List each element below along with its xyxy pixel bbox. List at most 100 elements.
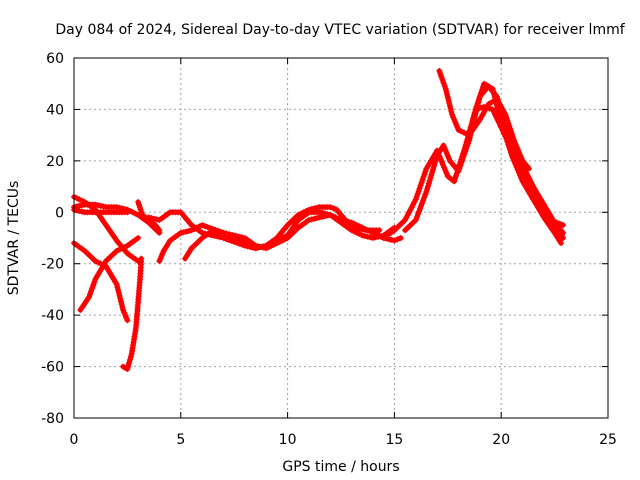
data-point xyxy=(412,217,419,223)
data-point xyxy=(407,206,414,213)
data-series xyxy=(71,67,567,373)
data-point xyxy=(138,255,145,262)
data-point xyxy=(425,180,432,187)
data-point xyxy=(129,209,136,216)
data-point xyxy=(475,99,482,106)
data-point xyxy=(406,209,413,216)
data-point xyxy=(415,188,422,194)
data-point xyxy=(476,96,483,103)
data-point xyxy=(356,231,363,238)
data-point xyxy=(511,137,517,144)
data-point xyxy=(124,317,131,324)
data-point xyxy=(442,85,449,92)
data-point xyxy=(327,211,334,218)
y-axis-label: SDTVAR / TECUs xyxy=(6,181,22,296)
data-point xyxy=(135,258,142,265)
x-tick-label: 15 xyxy=(385,432,403,448)
data-point xyxy=(504,138,511,145)
series-track-11 xyxy=(380,80,564,247)
data-point xyxy=(523,170,530,177)
data-point xyxy=(502,111,509,118)
data-point xyxy=(76,202,83,209)
data-point xyxy=(417,205,423,212)
data-point xyxy=(223,231,230,238)
data-point xyxy=(458,128,465,135)
data-point xyxy=(79,202,85,209)
data-point xyxy=(442,167,449,174)
data-point xyxy=(437,70,444,77)
data-point xyxy=(137,206,144,213)
data-point xyxy=(76,196,83,203)
plus-markers xyxy=(530,196,567,229)
data-point xyxy=(346,218,352,225)
data-point xyxy=(319,209,326,216)
data-point xyxy=(273,237,280,244)
data-point xyxy=(441,164,448,171)
plot-frame xyxy=(73,57,609,419)
data-point xyxy=(503,136,510,142)
data-point xyxy=(367,234,374,241)
plus-markers xyxy=(120,255,145,373)
data-point xyxy=(507,144,514,151)
data-point xyxy=(151,215,158,222)
data-point xyxy=(495,98,502,105)
data-point xyxy=(125,363,132,370)
series-track-13 xyxy=(436,67,532,172)
data-point xyxy=(481,109,488,115)
data-point xyxy=(127,356,133,363)
data-point xyxy=(498,124,505,131)
data-point xyxy=(217,229,224,236)
data-point xyxy=(518,154,525,161)
data-point xyxy=(440,142,447,149)
data-point xyxy=(510,150,517,157)
data-point xyxy=(423,188,430,195)
data-point xyxy=(438,159,445,165)
data-point xyxy=(456,165,463,172)
data-point xyxy=(95,259,101,266)
data-point xyxy=(276,236,283,243)
data-point xyxy=(514,161,521,168)
data-point xyxy=(424,185,431,192)
data-point xyxy=(135,199,142,205)
data-point xyxy=(397,235,404,241)
data-point xyxy=(422,168,429,175)
data-point xyxy=(316,209,323,216)
data-point xyxy=(316,214,323,221)
data-point xyxy=(465,140,472,147)
data-point xyxy=(443,170,450,177)
x-tick-label: 5 xyxy=(176,432,185,448)
data-point xyxy=(332,214,339,221)
data-point xyxy=(453,172,459,179)
data-point xyxy=(494,116,501,123)
data-point xyxy=(517,167,524,174)
data-point xyxy=(560,235,567,241)
data-point xyxy=(436,67,443,74)
data-point xyxy=(343,218,350,225)
y-tick-label: -80 xyxy=(41,411,64,427)
data-point xyxy=(123,314,130,321)
data-point xyxy=(119,304,126,311)
data-point xyxy=(500,130,507,137)
data-point xyxy=(508,147,515,154)
data-point xyxy=(511,153,518,160)
data-point xyxy=(421,171,428,178)
data-point xyxy=(441,82,448,89)
data-point xyxy=(311,215,318,222)
data-point xyxy=(217,234,224,241)
data-point xyxy=(338,217,344,223)
data-point xyxy=(225,232,232,239)
data-point xyxy=(97,202,104,209)
data-point xyxy=(490,109,497,115)
data-point xyxy=(553,219,560,226)
data-point xyxy=(460,154,467,161)
series-track-15 xyxy=(530,196,567,229)
data-point xyxy=(421,194,428,201)
data-point xyxy=(479,111,486,118)
data-point xyxy=(475,105,482,112)
data-point xyxy=(76,208,83,214)
data-point xyxy=(370,229,376,236)
data-point xyxy=(478,104,485,111)
data-point xyxy=(440,79,447,86)
